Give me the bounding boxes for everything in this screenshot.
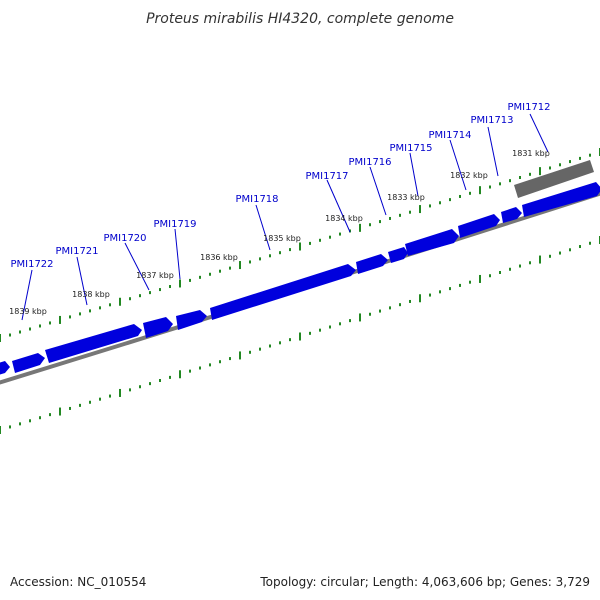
gene-label[interactable]: PMI1722 — [10, 259, 53, 270]
gene-label[interactable]: PMI1716 — [348, 157, 391, 168]
gene-label[interactable]: PMI1720 — [103, 233, 146, 244]
gene-arrow[interactable] — [0, 361, 10, 376]
gene-arrow[interactable] — [388, 247, 408, 263]
genome-summary-text: Topology: circular; Length: 4,063,606 bp… — [259, 575, 590, 589]
scale-label: 1833 kbp — [387, 193, 425, 202]
scale-labels: 1831 kbp 1832 kbp 1833 kbp 1834 kbp 1835… — [9, 149, 550, 316]
gene-arrow[interactable] — [45, 324, 142, 363]
gene-arrow-highlighted[interactable] — [514, 160, 594, 198]
gene-label[interactable]: PMI1719 — [153, 219, 196, 230]
map-title: Proteus mirabilis HI4320, complete genom… — [146, 11, 454, 27]
gene-label[interactable]: PMI1718 — [235, 194, 278, 205]
gene-arrow[interactable] — [522, 182, 600, 217]
gene-arrow[interactable] — [210, 264, 356, 320]
scale-label: 1832 kbp — [450, 171, 488, 180]
gene-label[interactable]: PMI1713 — [470, 115, 513, 126]
gene-arrow[interactable] — [501, 207, 522, 223]
scale-label: 1839 kbp — [9, 307, 47, 316]
gene-labels: PMI1712 PMI1713 PMI1714 PMI1715 PMI1716 … — [10, 102, 550, 270]
gene-label[interactable]: PMI1712 — [507, 102, 550, 113]
gene-label[interactable]: PMI1714 — [428, 130, 471, 141]
gene-arrow[interactable] — [12, 353, 45, 373]
gene-arrow[interactable] — [458, 214, 500, 238]
gene-arrow[interactable] — [143, 317, 173, 338]
scale-label: 1838 kbp — [72, 290, 110, 299]
gene-arrow[interactable] — [356, 254, 388, 274]
gene-label[interactable]: PMI1717 — [305, 171, 348, 182]
gene-leaders — [21, 113, 549, 321]
inner-tick-ring — [0, 236, 600, 434]
outer-tick-ring — [0, 148, 600, 342]
scale-label: 1835 kbp — [263, 234, 301, 243]
scale-label: 1837 kbp — [136, 271, 174, 280]
scale-label: 1834 kbp — [325, 214, 363, 223]
scale-label: 1831 kbp — [512, 149, 550, 158]
accession-text: Accession: NC_010554 — [10, 575, 146, 589]
scale-label: 1836 kbp — [200, 253, 238, 262]
gene-label[interactable]: PMI1721 — [55, 246, 98, 257]
gene-arrow[interactable] — [176, 310, 207, 330]
gene-label[interactable]: PMI1715 — [389, 143, 432, 154]
gene-arrow[interactable] — [405, 229, 459, 256]
gene-track — [0, 160, 600, 376]
